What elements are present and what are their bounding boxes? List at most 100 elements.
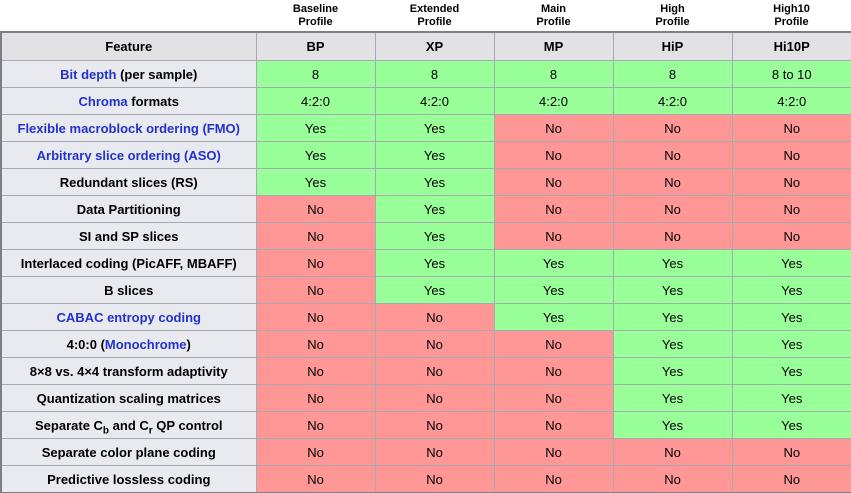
value-cell: Yes [612, 249, 733, 277]
value-cell: No [255, 438, 376, 466]
feature-text: 4:0:0 ( [66, 336, 105, 352]
value-cell: No [493, 438, 614, 466]
table-row: Quantization scaling matrices No No No Yes Ye… [0, 384, 851, 412]
value-cell: No [612, 438, 733, 466]
value-cell: 4:2:0 [731, 87, 851, 115]
value-cell: Yes [731, 249, 851, 277]
feature-cell: 8×8 vs. 4×4 transform adaptivity [0, 357, 257, 385]
value-cell: Yes [612, 303, 733, 331]
table-row: B slices No Yes Yes Yes Yes [0, 276, 851, 304]
feature-link[interactable]: Chroma [78, 93, 128, 109]
feature-text: (per sample) [116, 66, 198, 82]
feature-cell: 4:0:0 (Monochrome) [0, 330, 257, 358]
value-cell: 4:2:0 [612, 87, 733, 115]
value-cell: Yes [255, 114, 376, 142]
feature-cell: CABAC entropy coding [0, 303, 257, 331]
feature-subscript: b [102, 425, 110, 437]
value-cell: No [255, 303, 376, 331]
value-cell: No [731, 114, 851, 142]
value-cell: No [731, 195, 851, 223]
feature-link[interactable]: Monochrome [104, 336, 187, 352]
feature-text: 8×8 vs. 4×4 transform adaptivity [29, 363, 228, 379]
table-body: Bit depth (per sample) 8 8 8 8 8 to 10 Chroma … [0, 60, 851, 493]
value-cell: No [612, 195, 733, 223]
value-cell: No [374, 465, 495, 493]
value-cell: Yes [255, 168, 376, 196]
value-cell: 8 to 10 [731, 60, 851, 88]
value-cell: Yes [731, 384, 851, 412]
feature-subscript: r [148, 425, 153, 437]
table-header-row: Feature BP XP MP HiP Hi10P [0, 31, 851, 61]
value-cell: No [255, 195, 376, 223]
feature-text: Separate C [35, 417, 103, 433]
feature-text: SI and SP slices [79, 228, 179, 244]
value-cell: 4:2:0 [374, 87, 495, 115]
value-cell: No [374, 303, 495, 331]
profile-name-label: Baseline Profile [292, 2, 339, 28]
value-cell: Yes [374, 249, 495, 277]
value-cell: Yes [731, 357, 851, 385]
value-cell: Yes [374, 114, 495, 142]
column-header-xp: XP [374, 31, 495, 61]
feature-text: formats [127, 93, 179, 109]
value-cell: Yes [612, 411, 733, 439]
profile-name-label: High Profile [655, 2, 690, 28]
feature-cell: Chroma formats [0, 87, 257, 115]
feature-link[interactable]: Bit depth [60, 66, 117, 82]
value-cell: No [493, 330, 614, 358]
value-cell: No [493, 222, 614, 250]
value-cell: No [255, 411, 376, 439]
value-cell: No [255, 384, 376, 412]
table-row: Interlaced coding (PicAFF, MBAFF) No Yes Ye… [0, 249, 851, 277]
value-cell: Yes [731, 303, 851, 331]
value-cell: No [731, 465, 851, 493]
value-cell: Yes [255, 141, 376, 169]
value-cell: Yes [493, 303, 614, 331]
feature-link[interactable]: Arbitrary slice ordering (ASO) [36, 147, 221, 163]
profile-name-label: Main Profile [536, 2, 571, 28]
value-cell: No [255, 249, 376, 277]
value-cell: No [612, 222, 733, 250]
table-row: SI and SP slices No Yes No No No [0, 222, 851, 250]
feature-text: QP control [152, 417, 223, 433]
value-cell: 8 [612, 60, 733, 88]
table-row: Arbitrary slice ordering (ASO) Yes Yes No No… [0, 141, 851, 169]
profile-feature-table: Feature BP XP MP HiP Hi10P Bit depth (per sam… [0, 31, 851, 493]
feature-text: Interlaced coding (PicAFF, MBAFF) [20, 255, 237, 271]
feature-link[interactable]: CABAC entropy coding [56, 309, 201, 325]
value-cell: No [612, 168, 733, 196]
feature-cell: Predictive lossless coding [0, 465, 257, 493]
value-cell: Yes [612, 384, 733, 412]
feature-cell: Separate color plane coding [0, 438, 257, 466]
value-cell: No [255, 330, 376, 358]
value-cell: No [731, 438, 851, 466]
table-row: Bit depth (per sample) 8 8 8 8 8 to 10 [0, 60, 851, 88]
feature-text: B slices [104, 282, 154, 298]
value-cell: No [493, 465, 614, 493]
column-header-bp: BP [255, 31, 376, 61]
value-cell: Yes [374, 195, 495, 223]
value-cell: No [493, 114, 614, 142]
feature-cell: Redundant slices (RS) [0, 168, 257, 196]
value-cell: Yes [374, 222, 495, 250]
value-cell: Yes [731, 411, 851, 439]
value-cell: 8 [255, 60, 376, 88]
value-cell: Yes [612, 276, 733, 304]
value-cell: No [612, 465, 733, 493]
feature-text: Predictive lossless coding [47, 471, 211, 487]
value-cell: No [493, 411, 614, 439]
profile-name-label: Extended Profile [409, 2, 460, 28]
feature-text: Quantization scaling matrices [36, 390, 221, 406]
feature-text: ) [186, 336, 191, 352]
table-row: Separate Cb and Cr QP control No No No Yes Ye… [0, 411, 851, 439]
value-cell: No [374, 384, 495, 412]
feature-cell: Quantization scaling matrices [0, 384, 257, 412]
value-cell: No [374, 357, 495, 385]
value-cell: Yes [493, 249, 614, 277]
value-cell: Yes [612, 330, 733, 358]
value-cell: Yes [731, 330, 851, 358]
feature-link[interactable]: Flexible macroblock ordering (FMO) [17, 120, 240, 136]
value-cell: 8 [493, 60, 614, 88]
value-cell: No [374, 411, 495, 439]
